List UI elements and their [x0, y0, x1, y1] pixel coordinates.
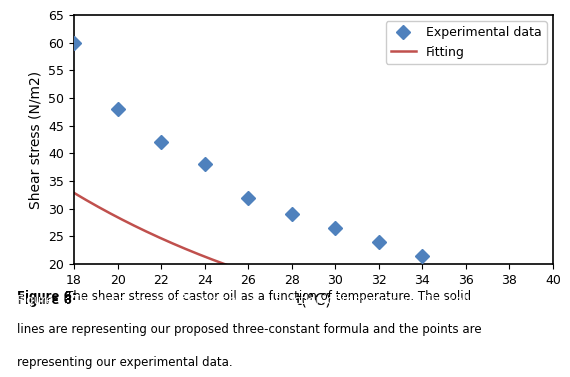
Text: Figure 6: The shear stress of castor oil as a function of temperature. The solid: Figure 6: The shear stress of castor oil…: [17, 294, 570, 307]
Text: lines are representing our proposed three-constant formula and the points are: lines are representing our proposed thre…: [17, 323, 482, 336]
Text: Figure 6: Figure 6: [17, 294, 72, 307]
Legend: Experimental data, Fitting: Experimental data, Fitting: [386, 21, 547, 64]
Text: Figure 6:: Figure 6:: [17, 290, 77, 303]
X-axis label: t(°C): t(°C): [295, 292, 332, 307]
Y-axis label: Shear stress (N/m2): Shear stress (N/m2): [29, 70, 43, 208]
Text: representing our experimental data.: representing our experimental data.: [17, 356, 233, 369]
Text: The shear stress of castor oil as a function of temperature. The solid: The shear stress of castor oil as a func…: [66, 290, 471, 303]
